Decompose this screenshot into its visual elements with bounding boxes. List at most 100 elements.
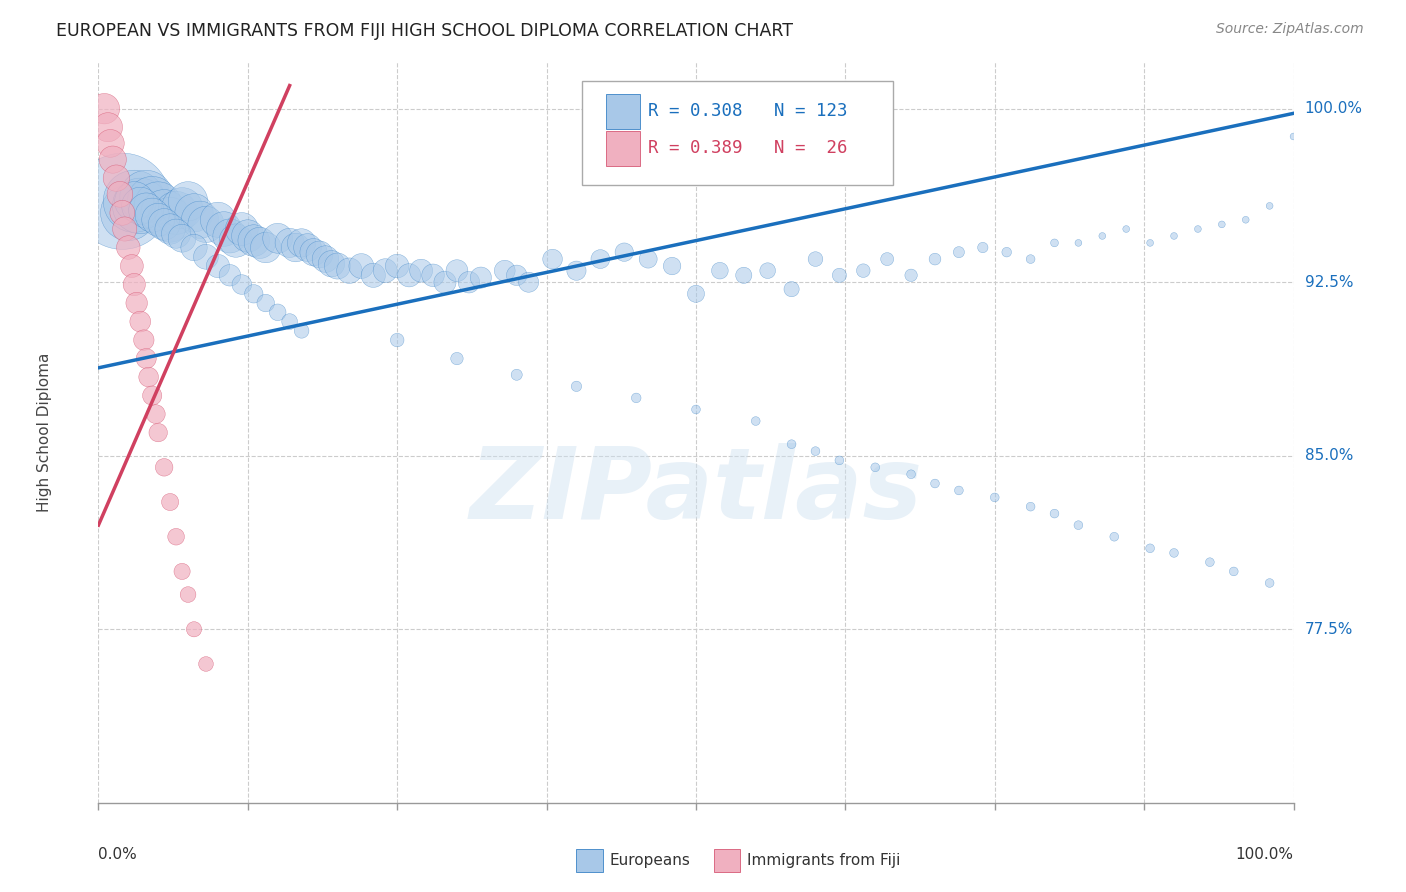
FancyBboxPatch shape [714, 849, 740, 871]
Point [804, 252, 827, 266]
Point [219, 268, 242, 283]
Point [93, 102, 115, 116]
Point [948, 245, 970, 260]
Point [1091, 229, 1114, 244]
Point [1115, 222, 1137, 236]
Point [132, 333, 155, 347]
Text: 92.5%: 92.5% [1305, 275, 1353, 290]
Point [1258, 576, 1281, 591]
Point [284, 240, 307, 255]
Point [111, 194, 134, 209]
Point [1187, 222, 1209, 236]
Text: R = 0.389   N =  26: R = 0.389 N = 26 [648, 139, 848, 157]
Point [385, 259, 409, 273]
Point [1163, 546, 1185, 560]
FancyBboxPatch shape [576, 849, 603, 871]
Point [1282, 129, 1305, 144]
Point [129, 199, 152, 213]
Point [756, 263, 779, 277]
Text: 100.0%: 100.0% [1236, 847, 1294, 863]
Point [517, 275, 540, 289]
Point [212, 222, 235, 236]
Point [339, 263, 361, 277]
Text: R = 0.308   N = 123: R = 0.308 N = 123 [648, 103, 848, 120]
Point [900, 467, 922, 482]
Point [141, 194, 163, 209]
Point [138, 370, 160, 384]
Point [148, 199, 170, 213]
Point [129, 314, 152, 328]
Point [172, 565, 194, 579]
Point [125, 296, 148, 310]
Point [291, 324, 314, 338]
Point [98, 136, 122, 151]
Point [207, 259, 229, 273]
Point [995, 245, 1018, 260]
Point [165, 227, 187, 241]
Point [278, 235, 301, 250]
Point [565, 263, 588, 277]
Point [613, 245, 636, 260]
Point [363, 268, 385, 283]
Point [124, 194, 146, 209]
Point [117, 240, 139, 255]
Point [254, 296, 277, 310]
Point [243, 234, 266, 248]
Point [159, 212, 181, 227]
Point [1019, 500, 1042, 514]
Point [972, 240, 994, 255]
Point [291, 235, 314, 250]
Point [1234, 212, 1257, 227]
Point [135, 203, 157, 218]
Point [302, 245, 325, 260]
Point [1067, 235, 1090, 250]
Point [165, 206, 187, 220]
Point [101, 153, 124, 167]
Point [172, 231, 194, 245]
Point [159, 222, 181, 236]
Point [1043, 507, 1066, 521]
Point [565, 379, 588, 393]
Point [385, 333, 409, 347]
Point [267, 305, 290, 319]
Point [188, 212, 211, 227]
Point [1067, 518, 1090, 533]
Point [446, 263, 468, 277]
Point [124, 277, 146, 292]
Point [195, 218, 218, 232]
Text: EUROPEAN VS IMMIGRANTS FROM FIJI HIGH SCHOOL DIPLOMA CORRELATION CHART: EUROPEAN VS IMMIGRANTS FROM FIJI HIGH SC… [56, 22, 793, 40]
Point [422, 268, 444, 283]
Point [135, 351, 157, 366]
Point [165, 530, 187, 544]
Point [97, 120, 120, 135]
Point [661, 259, 683, 273]
Point [183, 240, 205, 255]
Text: Europeans: Europeans [610, 853, 690, 868]
Point [1139, 541, 1161, 556]
Point [685, 286, 707, 301]
Point [924, 476, 946, 491]
Point [159, 495, 181, 509]
Point [254, 240, 277, 255]
FancyBboxPatch shape [582, 81, 893, 185]
Point [177, 194, 200, 209]
Point [153, 218, 176, 232]
Point [124, 194, 146, 209]
Point [172, 201, 194, 215]
Point [984, 491, 1007, 505]
Point [153, 460, 176, 475]
Point [321, 257, 343, 271]
Point [236, 229, 259, 244]
Point [153, 206, 176, 220]
Point [626, 391, 648, 405]
Point [195, 250, 218, 264]
Point [1258, 199, 1281, 213]
Point [374, 263, 396, 277]
Point [1019, 252, 1042, 266]
Point [105, 171, 128, 186]
Point [494, 263, 516, 277]
Point [225, 234, 247, 248]
Point [900, 268, 922, 283]
Point [541, 252, 564, 266]
Point [1199, 555, 1222, 569]
